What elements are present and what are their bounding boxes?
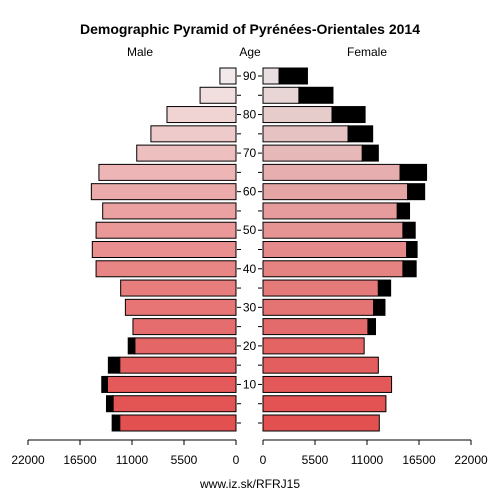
female-excess-bar: [377, 279, 392, 297]
female-bar: [262, 163, 401, 181]
male-bar: [124, 298, 237, 316]
male-excess-bar: [111, 414, 121, 432]
age-tick-label: 50: [243, 223, 257, 237]
age-tick-label: 40: [243, 262, 257, 276]
female-excess-bar: [347, 125, 374, 143]
female-excess-bar: [367, 318, 377, 336]
male-label: Male: [127, 45, 153, 59]
male-excess-bar: [101, 375, 108, 393]
female-excess-bar: [331, 106, 366, 124]
age-tick-label: 20: [243, 339, 257, 353]
female-bar: [262, 375, 393, 393]
female-bar: [262, 202, 398, 220]
male-bar: [112, 395, 237, 413]
age-tick-label: 10: [243, 377, 257, 391]
female-bar: [262, 395, 387, 413]
male-bar: [119, 356, 237, 374]
female-bar: [262, 125, 349, 143]
female-bar: [262, 241, 408, 258]
male-bar: [134, 337, 237, 355]
male-excess-bar: [105, 395, 114, 413]
female-excess-bar: [406, 241, 418, 258]
male-x-tick-label: 5500: [171, 453, 198, 467]
age-tick-label: 70: [243, 146, 257, 160]
male-bar: [150, 125, 237, 143]
age-tick-label: 60: [243, 185, 257, 199]
footer-source: www.iz.sk/RFRJ15: [199, 477, 300, 491]
female-bar: [262, 221, 404, 239]
male-bar: [106, 375, 237, 393]
female-bar: [262, 67, 280, 85]
male-excess-bar: [107, 356, 121, 374]
female-excess-bar: [407, 183, 426, 201]
male-bar: [95, 260, 237, 278]
female-x-tick-label: 5500: [302, 453, 329, 467]
female-excess-bar: [402, 221, 416, 239]
male-excess-bar: [127, 337, 136, 355]
male-bar: [199, 86, 237, 104]
female-bar: [262, 298, 375, 316]
female-excess-bar: [399, 163, 428, 181]
male-bar: [95, 221, 237, 239]
male-bar: [119, 414, 237, 432]
female-excess-bar: [361, 144, 379, 162]
female-bar: [262, 356, 379, 374]
female-excess-bar: [373, 298, 386, 316]
axes-group: 10 20 30 40 50 60 70 80 90 22000 16500 11000 5500 0 0 5…: [11, 69, 488, 467]
female-excess-bar: [298, 86, 334, 104]
male-x-tick-label: 22000: [11, 453, 45, 467]
female-x-tick-label: 0: [260, 453, 267, 467]
female-x-tick-label: 16500: [402, 453, 436, 467]
female-x-tick-label: 11000: [351, 453, 384, 467]
chart-title: Demographic Pyramid of Pyrénées-Oriental…: [80, 21, 420, 37]
female-bar: [262, 337, 365, 355]
female-bar: [262, 86, 300, 104]
male-bar: [102, 202, 237, 220]
female-label: Female: [347, 45, 387, 59]
male-bar: [132, 318, 237, 336]
male-bar: [90, 183, 237, 201]
female-excess-bar: [402, 260, 417, 278]
male-x-tick-label: 16500: [63, 453, 97, 467]
female-bar: [262, 106, 333, 124]
female-bar: [262, 260, 404, 278]
female-bar: [262, 318, 369, 336]
male-bar: [120, 279, 237, 297]
age-label: Age: [239, 45, 261, 59]
male-bar: [98, 163, 237, 181]
age-tick-label: 80: [243, 108, 257, 122]
male-x-tick-label: 11000: [116, 453, 149, 467]
female-bar: [262, 279, 379, 297]
male-bar: [136, 144, 237, 162]
male-bar: [91, 241, 237, 258]
female-excess-bar: [396, 202, 411, 220]
age-tick-label: 30: [243, 300, 257, 314]
bars-group: [90, 67, 428, 432]
female-bar: [262, 414, 380, 432]
male-bar: [166, 106, 237, 124]
female-bar: [262, 183, 409, 201]
age-tick-label: 90: [243, 69, 257, 83]
male-x-tick-label: 0: [233, 453, 240, 467]
female-x-tick-label: 22000: [454, 453, 488, 467]
female-excess-bar: [278, 67, 308, 85]
male-bar: [219, 67, 237, 85]
female-bar: [262, 144, 363, 162]
